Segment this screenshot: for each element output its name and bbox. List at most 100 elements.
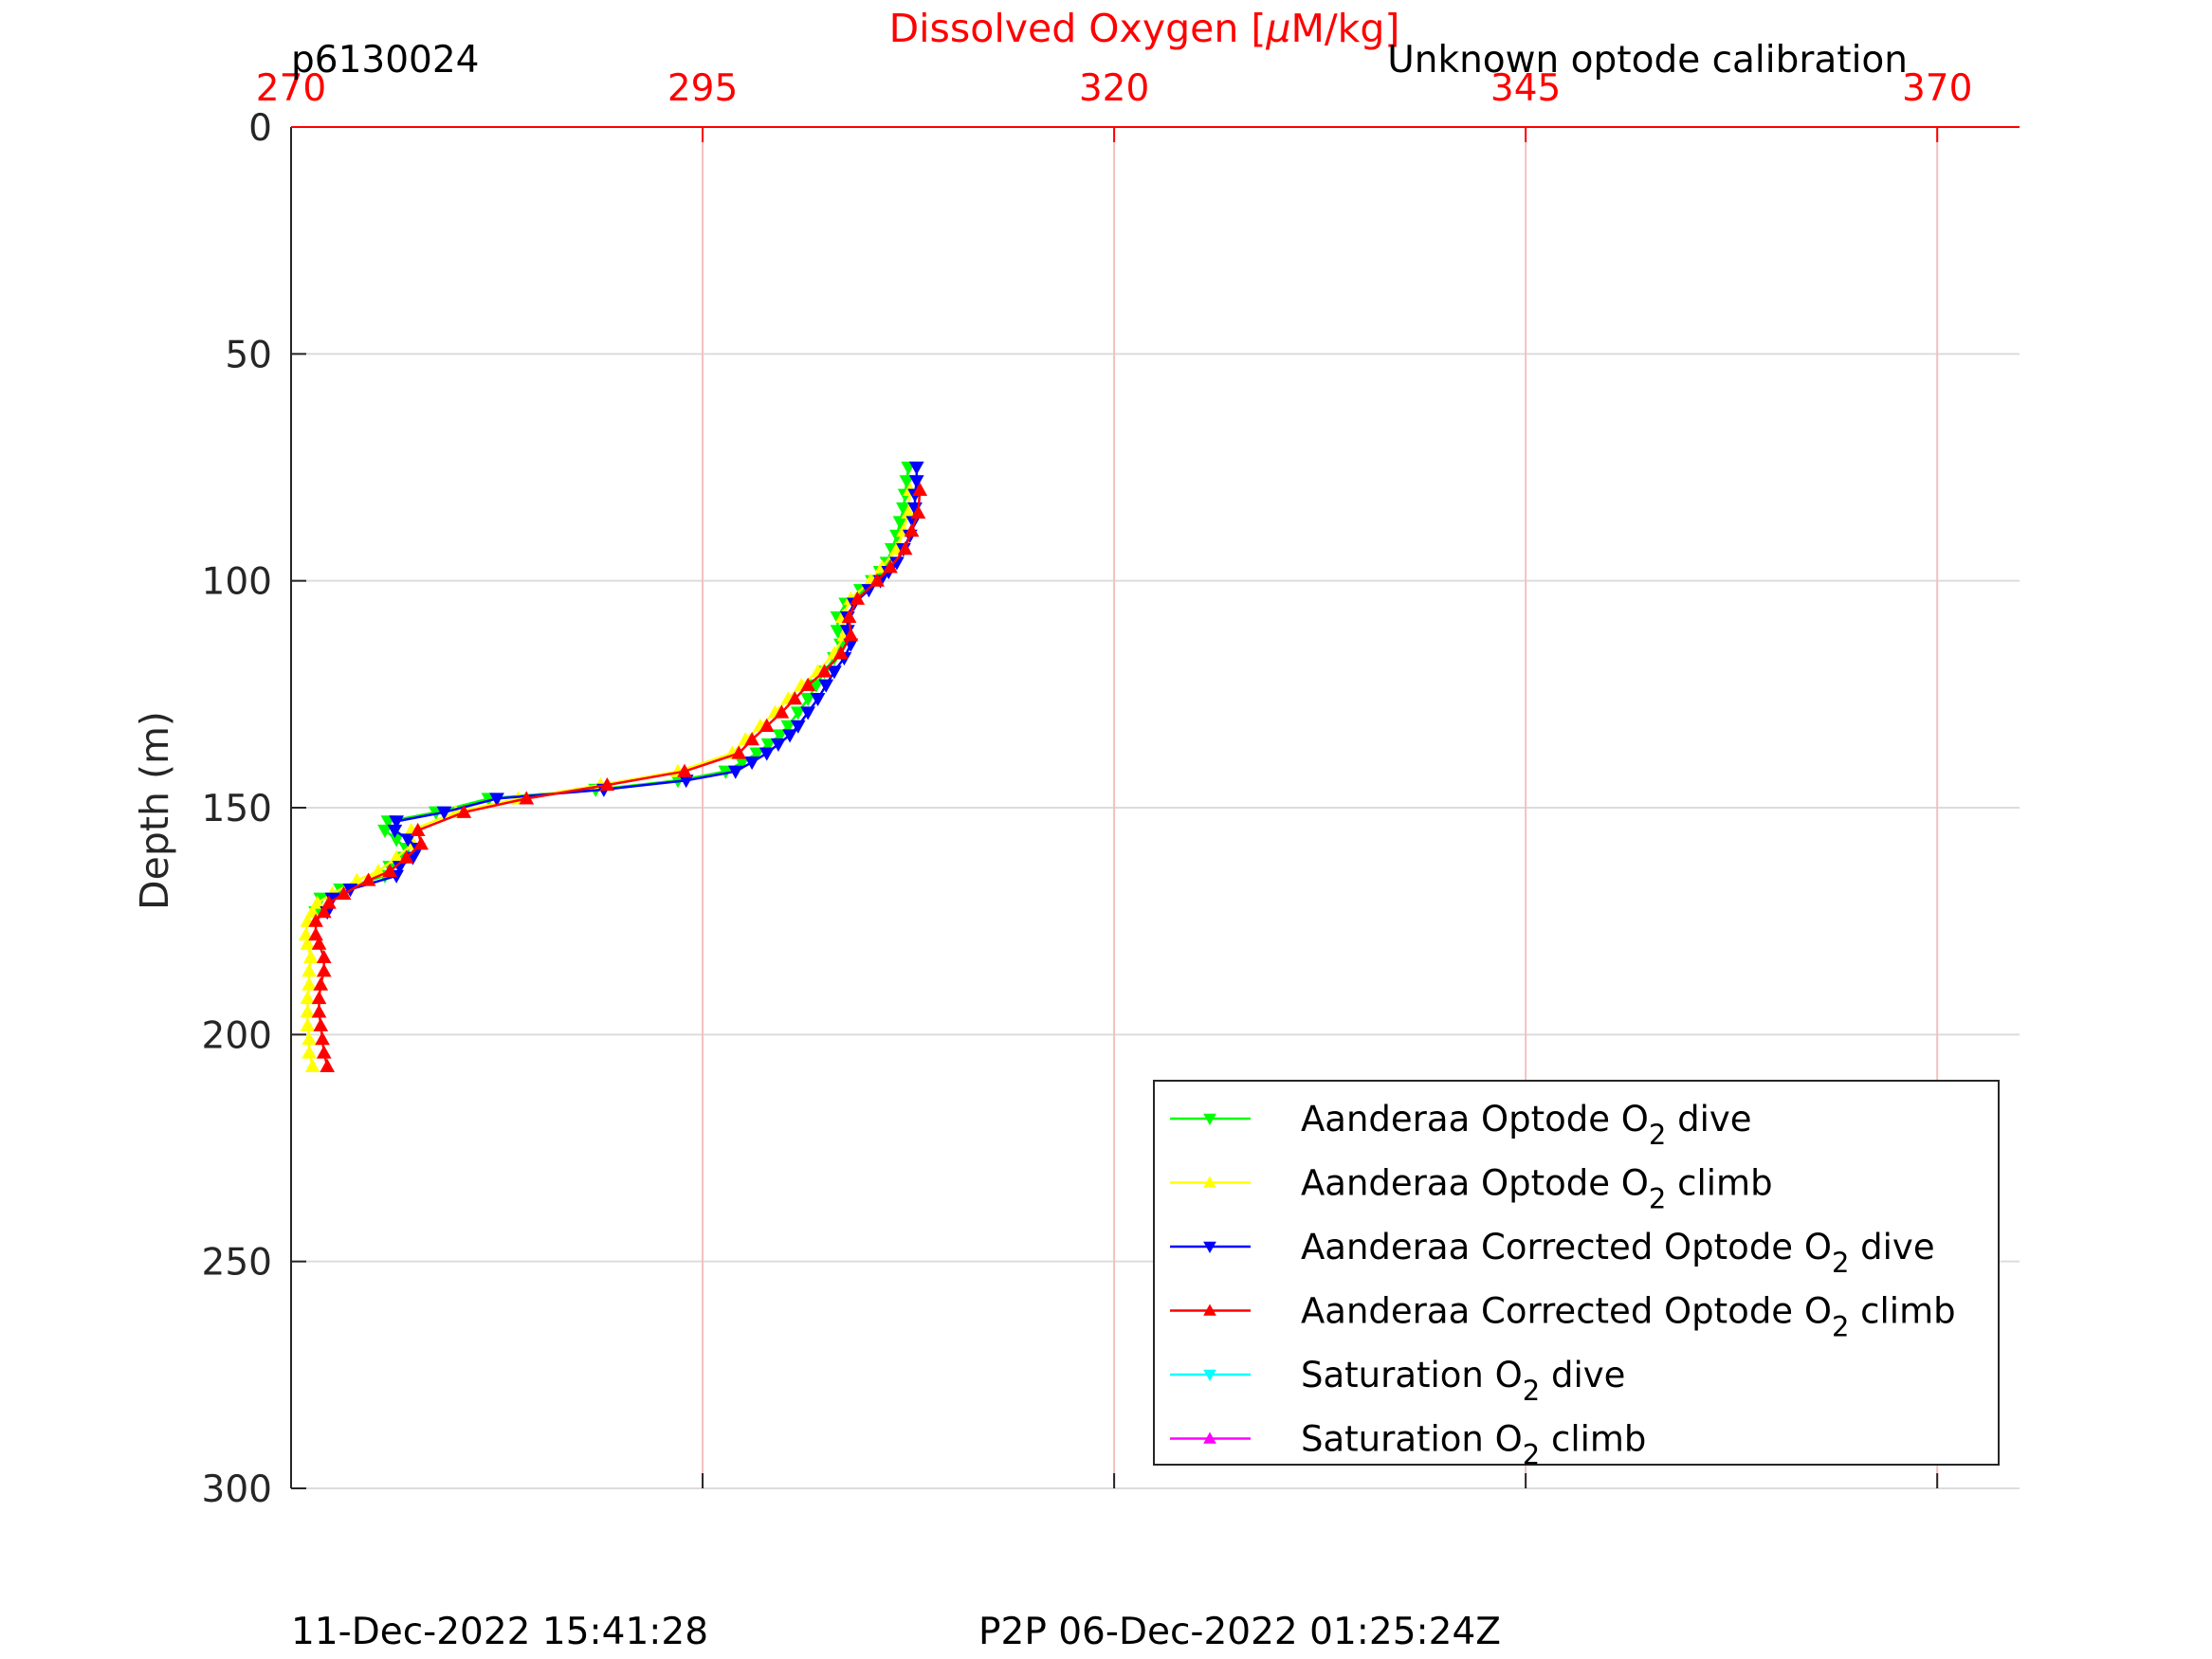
data-point [311,991,327,1005]
data-point [315,1031,330,1046]
legend-item: Aanderaa Optode O2 dive [1170,1099,1752,1151]
data-point [336,885,352,901]
data-point [782,729,797,743]
data-point [908,475,924,489]
data-point [744,757,759,771]
y-tick-label: 300 [202,1468,272,1511]
data-point [771,738,786,753]
data-point [316,904,332,919]
data-point [800,677,816,691]
data-point [302,1045,317,1059]
data-point [800,706,816,720]
data-point [731,745,747,759]
data-point [816,664,832,678]
y-tick-label: 100 [202,561,272,604]
data-point [841,609,857,624]
data-point [456,804,472,818]
data-point [519,791,535,805]
data-point [302,1031,317,1046]
x-tick-label: 320 [1079,67,1149,110]
legend-box [1153,1080,2000,1466]
data-point [321,895,337,909]
data-point [833,646,849,660]
y-axis-label: Depth (m) [132,711,177,910]
data-point [727,765,743,779]
data-point [400,833,416,848]
data-point [677,763,692,777]
data-point [309,895,325,909]
data-point [377,824,393,838]
data-point [410,822,426,837]
legend-item: Aanderaa Corrected Optode O2 dive [1170,1227,1935,1279]
legend: Aanderaa Optode O2 dive Aanderaa Optode O… [1153,1080,2000,1471]
legend-label: Aanderaa Corrected Optode O2 dive [1301,1227,1935,1279]
data-point [313,976,329,991]
data-point [827,665,842,680]
data-point [389,815,404,830]
data-point [869,573,885,587]
axes: 0 50 100 150 200 250 300 270 295 320 345 370 [202,67,2020,1511]
data-point [302,963,317,977]
data-point [897,541,913,556]
data-point [413,836,430,850]
data-point [787,691,803,705]
profile-id: p6130024 [291,39,479,82]
x-tick-label: 270 [256,67,326,110]
y-tick-label: 150 [202,788,272,830]
data-point [790,706,806,720]
legend-label: Aanderaa Corrected Optode O2 climb [1301,1291,1956,1343]
data-point [850,591,866,605]
legend-swatch-marker [1203,1113,1216,1126]
data-point [810,693,826,707]
data-point [308,913,323,927]
legend-swatch-marker [1203,1176,1216,1188]
series-aanderaa-corrected-optode-o2-climb [308,482,928,1072]
legend-swatch-marker [1203,1431,1216,1444]
legend-item: Aanderaa Corrected Optode O2 climb [1170,1291,1956,1343]
y-tick-label: 200 [202,1014,272,1057]
chart-title: Dissolved Oxygen [μM/kg] [889,6,1400,51]
legend-label: Saturation O2 dive [1301,1355,1625,1407]
footer-right-timestamp: P2P 06-Dec-2022 01:25:24Z [978,1611,1501,1653]
legend-label: Saturation O2 climb [1301,1419,1646,1471]
data-point [298,926,314,941]
x-tick-label: 345 [1490,67,1561,110]
calibration-note: Unknown optode calibration [1387,39,1908,82]
data-point [300,1017,316,1031]
data-point [800,693,816,707]
data-point [883,559,898,574]
legend-swatch-marker [1203,1241,1216,1254]
y-tick-label: 250 [202,1242,272,1285]
data-point [774,704,790,719]
legend-item: Saturation O2 dive [1170,1355,1625,1407]
data-point [398,849,414,864]
legend-item: Saturation O2 climb [1170,1419,1646,1471]
data-point [489,793,504,807]
legend-label: Aanderaa Optode O2 climb [1301,1163,1773,1215]
data-point [311,936,327,950]
data-point [749,747,765,761]
data-point [760,738,777,753]
data-point [892,516,908,530]
data-point [908,461,924,476]
data-point [313,1017,329,1031]
y-tick-label: 50 [225,334,272,376]
data-point [910,504,926,519]
x-tick-label: 295 [667,67,738,110]
data-point [300,991,316,1005]
legend-item: Aanderaa Optode O2 climb [1170,1163,1773,1215]
data-point [387,824,403,838]
data-point [320,1058,336,1072]
data-point [304,1058,320,1072]
data-point [759,747,775,761]
data-point [759,718,775,732]
data-point [300,936,316,950]
data-point [790,720,806,734]
data-point [744,732,759,746]
data-point [843,628,859,642]
data-point [316,949,332,964]
data-point [599,777,615,792]
legend-label: Aanderaa Optode O2 dive [1301,1099,1752,1151]
legend-swatch-marker [1203,1369,1216,1382]
series-layer [298,461,928,1072]
